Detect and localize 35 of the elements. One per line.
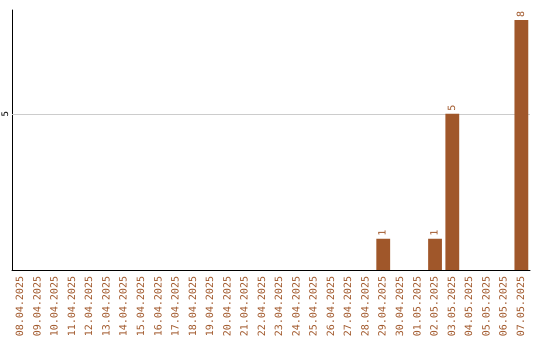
x-tick-label: 22.04.2025 [256,276,268,336]
data-label: 1 [430,230,441,236]
x-tick-label: 19.04.2025 [205,276,216,336]
x-tick-label: 08.04.2025 [15,276,26,336]
x-tick-label: 17.04.2025 [170,276,182,336]
x-tick-label: 15.04.2025 [136,276,147,336]
x-tick-label: 13.04.2025 [101,276,112,336]
x-tick-label: 18.04.2025 [188,276,199,336]
x-tick-label: 01.05.2025 [412,276,424,336]
x-tick-label: 03.05.2025 [446,276,458,336]
x-tick-label: 10.04.2025 [50,276,61,336]
x-tick-label: 20.04.2025 [222,276,234,336]
x-tick-label: 28.04.2025 [360,276,372,336]
x-tick-label: 30.04.2025 [395,276,406,336]
x-tick-label: 24.04.2025 [291,276,302,336]
x-tick-label: 27.04.2025 [343,276,354,336]
x-tick-label: 14.04.2025 [118,276,130,336]
x-tick-label: 16.04.2025 [153,276,164,336]
x-tick-label: 25.04.2025 [308,276,320,336]
x-tick-label: 07.05.2025 [516,276,527,336]
data-label: 1 [378,230,389,236]
x-tick-label: 21.04.2025 [240,276,251,336]
x-tick-label: 11.04.2025 [66,276,78,336]
x-tick-label: 26.04.2025 [326,276,337,336]
x-tick-label: 06.05.2025 [498,276,510,336]
x-tick-label: 05.05.2025 [481,276,492,336]
x-tick-label: 12.04.2025 [84,276,96,336]
x-tick-label: 04.05.2025 [464,276,476,336]
data-label: 5 [446,104,458,111]
x-tick-label: 09.04.2025 [32,276,44,336]
data-label: 8 [516,10,527,17]
x-tick-label: 02.05.2025 [430,276,441,336]
x-tick-label: 29.04.2025 [378,276,389,336]
x-tick-label: 23.04.2025 [274,276,286,336]
ref-line-label: 5 [1,111,11,116]
